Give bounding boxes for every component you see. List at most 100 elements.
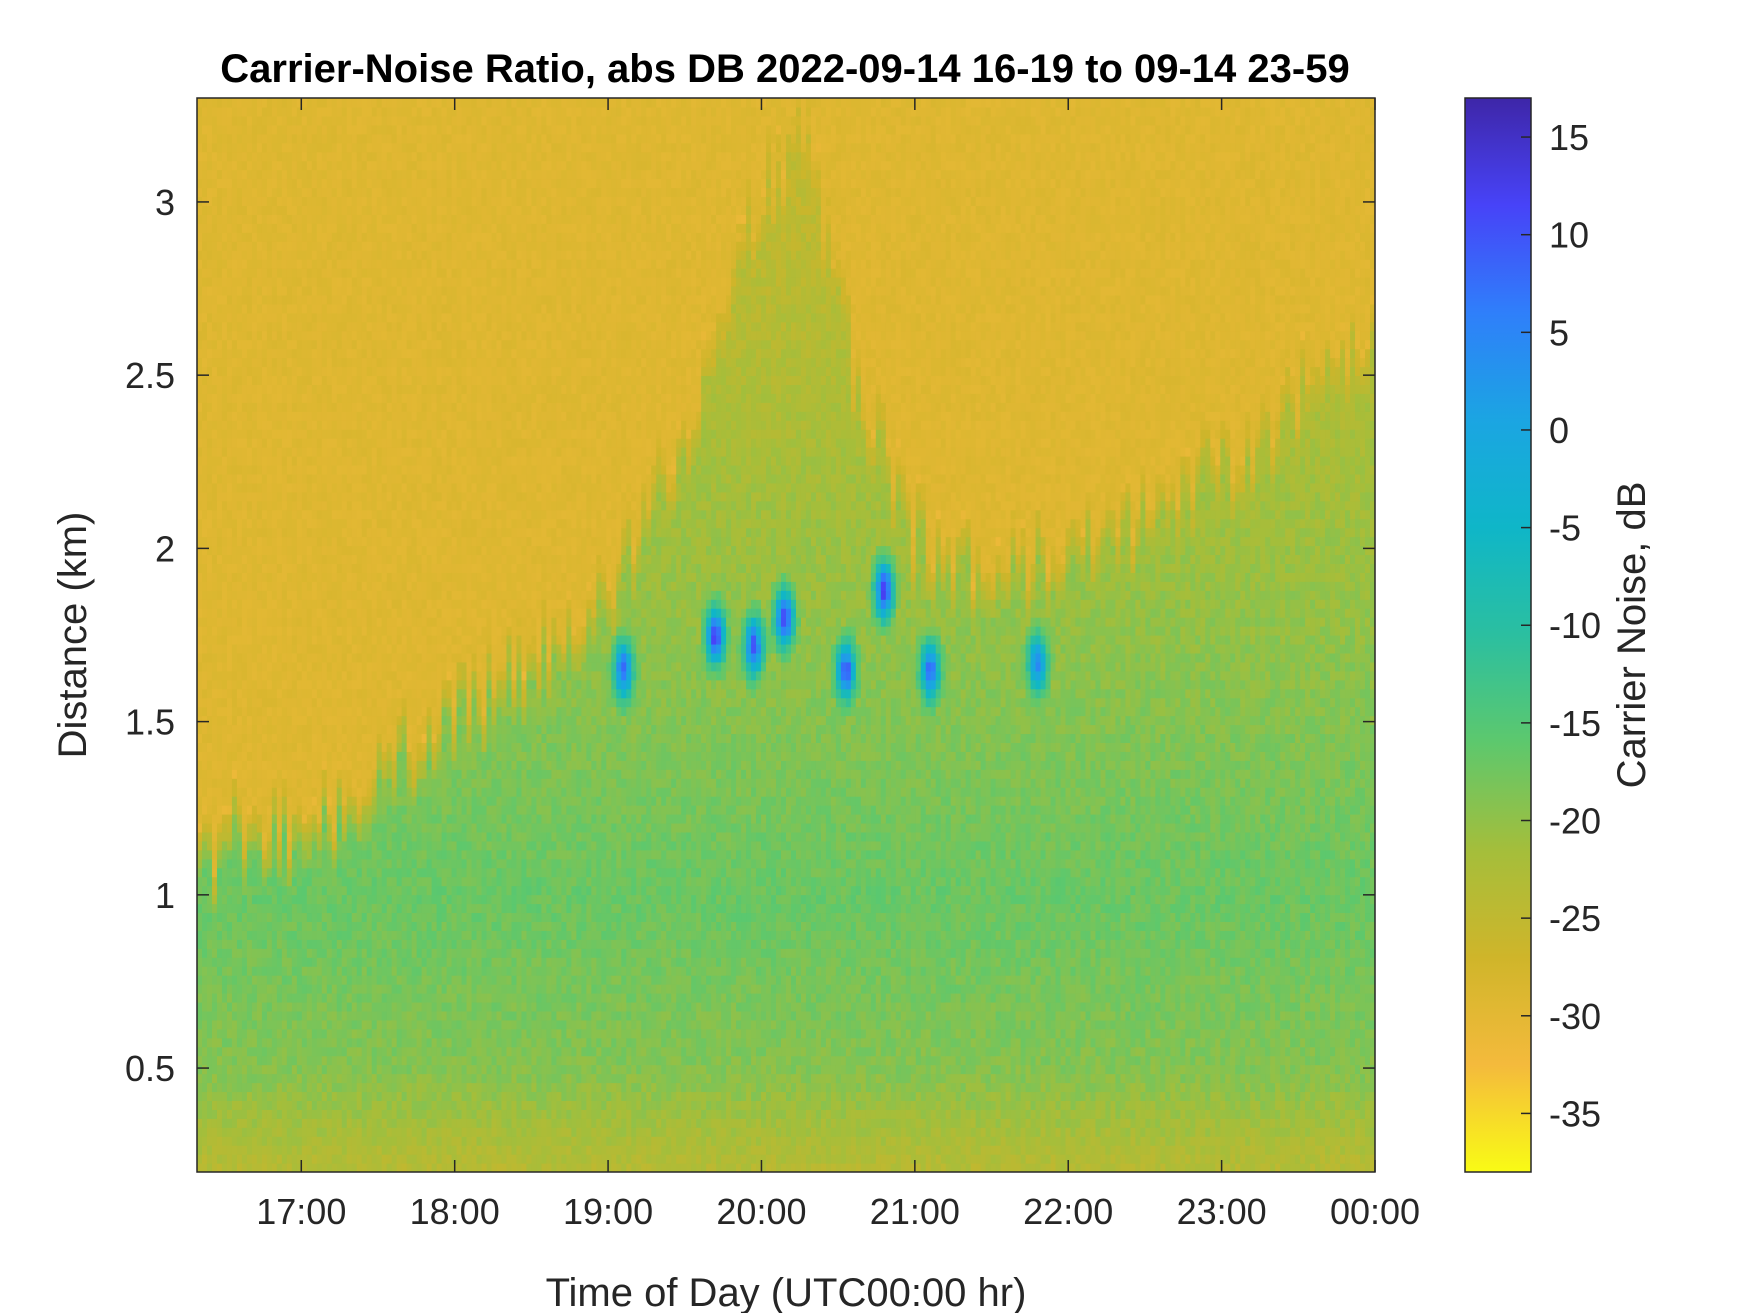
heatmap-cell <box>206 536 213 547</box>
heatmap-cell <box>271 1100 278 1110</box>
heatmap-cell <box>221 760 228 770</box>
heatmap-cell <box>291 312 298 323</box>
heatmap-cell <box>386 250 393 260</box>
heatmap-cell <box>361 957 368 967</box>
heatmap-cell <box>306 151 313 162</box>
heatmap-cell <box>291 652 298 663</box>
heatmap-cell <box>291 438 298 448</box>
heatmap-cell <box>346 975 353 985</box>
heatmap-cell <box>291 912 298 922</box>
heatmap-cell <box>351 724 358 735</box>
heatmap-cell <box>226 124 233 135</box>
heatmap-cell <box>291 285 298 296</box>
heatmap-cell <box>396 885 403 896</box>
heatmap-cell <box>386 438 393 448</box>
heatmap-cell <box>356 115 363 126</box>
heatmap-cell <box>356 581 363 591</box>
heatmap-cell <box>326 187 333 198</box>
heatmap-cell <box>321 1082 328 1093</box>
heatmap-cell <box>311 787 318 797</box>
heatmap-cell <box>366 697 373 708</box>
heatmap-cell <box>346 993 353 1003</box>
heatmap-cell <box>211 464 218 475</box>
heatmap-cell <box>356 500 363 511</box>
heatmap-cell <box>296 1127 303 1137</box>
heatmap-cell <box>286 957 293 967</box>
heatmap-cell <box>197 178 203 189</box>
heatmap-cell <box>286 500 293 511</box>
heatmap-cell <box>206 670 213 681</box>
heatmap-cell <box>376 572 383 582</box>
heatmap-cell <box>356 706 363 717</box>
heatmap-cell <box>371 876 378 887</box>
heatmap-cell <box>271 867 278 878</box>
heatmap-cell <box>361 1118 368 1128</box>
heatmap-cell <box>316 527 323 538</box>
heatmap-cell <box>376 957 383 967</box>
heatmap-cell <box>231 133 238 144</box>
heatmap-cell <box>201 106 208 117</box>
heatmap-cell <box>216 1055 223 1066</box>
heatmap-cell <box>221 635 228 645</box>
heatmap-cell <box>201 178 208 189</box>
heatmap-cell <box>211 1127 218 1137</box>
heatmap-cell <box>401 867 408 878</box>
heatmap-cell <box>321 885 328 896</box>
heatmap-cell <box>331 1109 338 1119</box>
heatmap-cell <box>286 330 293 341</box>
heatmap-cell <box>371 572 378 582</box>
heatmap-cell <box>236 1019 243 1030</box>
heatmap-cell <box>206 599 213 609</box>
heatmap-cell <box>391 778 398 788</box>
heatmap-cell <box>306 697 313 708</box>
heatmap-cell <box>226 384 233 394</box>
heatmap-cell <box>331 993 338 1003</box>
heatmap-cell <box>236 98 243 108</box>
heatmap-cell <box>256 1028 263 1039</box>
heatmap-cell <box>261 330 268 341</box>
heatmap-cell <box>296 1136 303 1146</box>
heatmap-cell <box>371 948 378 958</box>
heatmap-cell <box>376 787 383 797</box>
heatmap-cell <box>301 124 308 135</box>
heatmap-cell <box>216 1091 223 1101</box>
heatmap-cell <box>206 402 213 412</box>
heatmap-cell <box>286 447 293 457</box>
heatmap-cell <box>391 1109 398 1119</box>
heatmap-cell <box>266 223 273 233</box>
heatmap-cell <box>261 599 268 609</box>
heatmap-cell <box>241 840 248 851</box>
heatmap-cell <box>221 876 228 887</box>
heatmap-cell <box>376 1100 383 1110</box>
heatmap-cell <box>351 429 358 439</box>
heatmap-cell <box>197 948 203 958</box>
heatmap-cell <box>296 939 303 949</box>
heatmap-cell <box>296 232 303 242</box>
heatmap-cell <box>211 303 218 314</box>
heatmap-cell <box>396 635 403 645</box>
heatmap-cell <box>311 984 318 994</box>
heatmap-cell <box>246 939 253 949</box>
heatmap-cell <box>301 1010 308 1021</box>
heatmap-cell <box>376 939 383 949</box>
heatmap-cell <box>276 321 283 332</box>
heatmap-cell <box>236 957 243 967</box>
heatmap-cell <box>206 921 213 931</box>
heatmap-cell <box>281 840 288 851</box>
heatmap-cell <box>291 733 298 743</box>
heatmap-cell <box>371 375 378 385</box>
heatmap-cell <box>216 464 223 475</box>
heatmap-cell <box>396 572 403 582</box>
heatmap-cell <box>256 187 263 198</box>
heatmap-cell <box>241 1028 248 1039</box>
heatmap-cell <box>261 1037 268 1048</box>
heatmap-cell <box>346 491 353 502</box>
heatmap-cell <box>261 178 268 189</box>
heatmap-cell <box>371 303 378 314</box>
heatmap-cell <box>401 975 408 985</box>
heatmap-cell <box>256 697 263 708</box>
heatmap-cell <box>291 1145 298 1155</box>
heatmap-cell <box>296 393 303 403</box>
heatmap-cell <box>296 178 303 189</box>
heatmap-cell <box>226 840 233 851</box>
